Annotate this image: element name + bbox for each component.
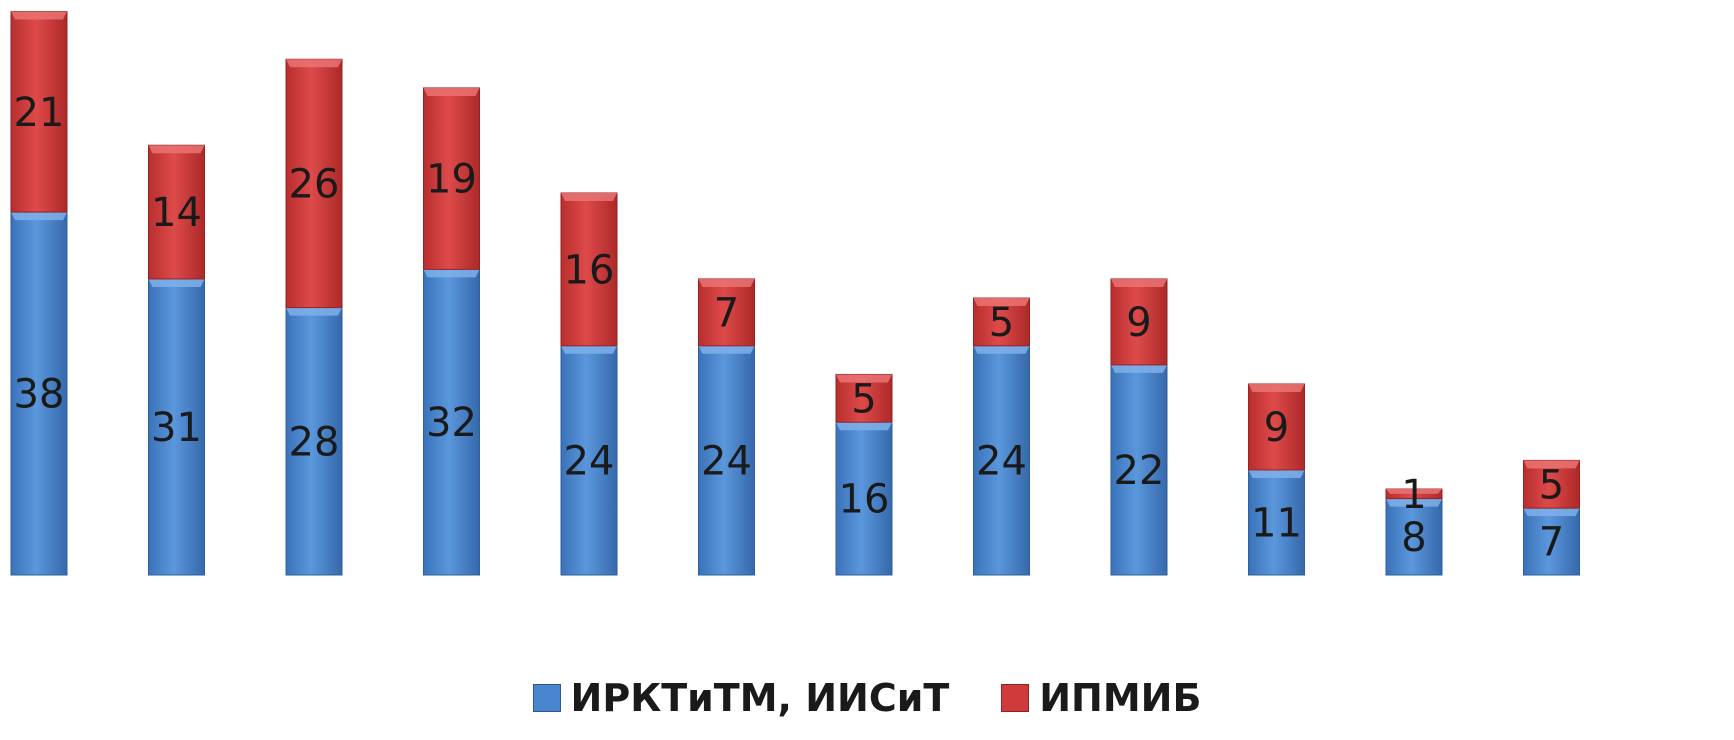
data-label-series-2-bar-12: 5 [1539,462,1564,508]
bar-segment-series-2-bar-5 [560,192,618,347]
data-label-series-1-bar-8: 24 [976,438,1027,484]
bar-bevel-series-2-bar-10 [1248,384,1305,392]
bar-bevel-series-1-bar-1 [11,212,67,221]
data-label-series-1-bar-6: 24 [701,438,752,484]
bar-bevel-series-1-bar-7 [836,422,892,431]
bar-bevel-series-1-bar-8 [973,345,1030,354]
legend-item-series-2: ИПМИБ [1001,676,1201,720]
bar-bevel-series-1-bar-6 [698,345,755,354]
bar-bevel-series-2-bar-2 [148,145,205,154]
bar-segment-series-1-bar-4 [423,268,480,576]
bar-segment-series-1-bar-6 [698,345,755,576]
bar-segment-series-1-bar-11 [1385,498,1443,576]
data-label-series-1-bar-3: 28 [289,419,340,465]
data-label-series-1-bar-12: 7 [1539,520,1564,566]
bar-bevel-series-2-bar-3 [286,59,342,68]
bar-bevel-series-2-bar-1 [11,11,67,20]
bar-segment-series-2-bar-2 [148,144,205,280]
data-label-series-1-bar-11: 8 [1401,515,1426,561]
legend-swatch-series-2 [1001,684,1030,712]
data-label-series-2-bar-6: 7 [714,290,739,336]
chart-legend: ИРКТиТМ, ИИСиТ ИПМИБ [0,672,1734,724]
bar-bevel-series-2-bar-7 [836,374,892,383]
bar-bevel-series-2-bar-8 [973,298,1030,307]
bar-segment-series-1-bar-3 [285,307,343,576]
bar-bevel-series-2-bar-5 [561,193,617,201]
bar-bevel-series-2-bar-6 [698,278,755,287]
bar-bevel-series-1-bar-3 [286,307,342,316]
bar-segment-series-2-bar-9 [1110,278,1168,366]
bar-segment-series-2-bar-10 [1248,383,1305,471]
bar-bevel-series-2-bar-11 [1386,489,1442,494]
bar-segment-series-1-bar-9 [1110,364,1168,576]
data-label-series-2-bar-10: 9 [1264,405,1289,451]
legend-label-series-2: ИПМИБ [1039,676,1202,720]
bar-segment-series-1-bar-8 [973,345,1030,576]
bar-segment-series-1-bar-1 [10,211,68,576]
bar-bevel-series-1-bar-2 [148,278,205,287]
legend-swatch-series-1 [532,684,561,712]
bar-segment-series-1-bar-7 [835,421,893,576]
bar-bevel-series-1-bar-4 [423,269,480,278]
bar-bevel-series-1-bar-10 [1248,469,1305,478]
data-label-series-2-bar-5: 16 [564,247,615,293]
bar-bevel-series-1-bar-9 [1111,364,1167,373]
bar-bevel-series-1-bar-12 [1523,508,1580,517]
bar-segment-series-2-bar-6 [698,278,755,347]
data-label-series-2-bar-7: 5 [851,376,876,422]
data-label-series-1-bar-7: 16 [839,477,890,523]
bar-segment-series-1-bar-10 [1248,469,1305,576]
data-label-series-2-bar-9: 9 [1126,300,1151,346]
data-label-series-1-bar-5: 24 [564,438,615,484]
bar-bevel-series-2-bar-12 [1523,460,1580,469]
data-label-series-1-bar-2: 31 [151,405,202,451]
bar-segment-series-2-bar-1 [10,11,68,213]
data-label-series-1-bar-1: 38 [14,372,65,418]
bar-segment-series-2-bar-3 [285,58,343,309]
bar-segment-series-1-bar-5 [560,345,618,576]
data-label-series-2-bar-11: 1 [1401,472,1426,518]
data-label-series-1-bar-4: 32 [426,400,477,446]
data-label-series-2-bar-2: 14 [151,190,202,236]
data-label-series-2-bar-3: 26 [289,161,340,207]
bar-segment-series-2-bar-4 [423,87,480,270]
data-label-series-2-bar-1: 21 [14,90,65,136]
data-label-series-1-bar-9: 22 [1114,448,1165,494]
bar-bevel-series-1-bar-11 [1386,498,1442,507]
bar-bevel-series-1-bar-5 [561,345,617,354]
data-label-series-2-bar-4: 19 [426,157,477,203]
bar-bevel-series-2-bar-4 [423,87,480,96]
bar-bevel-series-2-bar-9 [1111,278,1167,287]
data-label-series-1-bar-10: 11 [1251,500,1302,546]
legend-label-series-1: ИРКТиТМ, ИИСиТ [570,676,950,720]
data-label-series-2-bar-8: 5 [989,300,1014,346]
legend-item-series-1: ИРКТиТМ, ИИСиТ [532,676,950,720]
